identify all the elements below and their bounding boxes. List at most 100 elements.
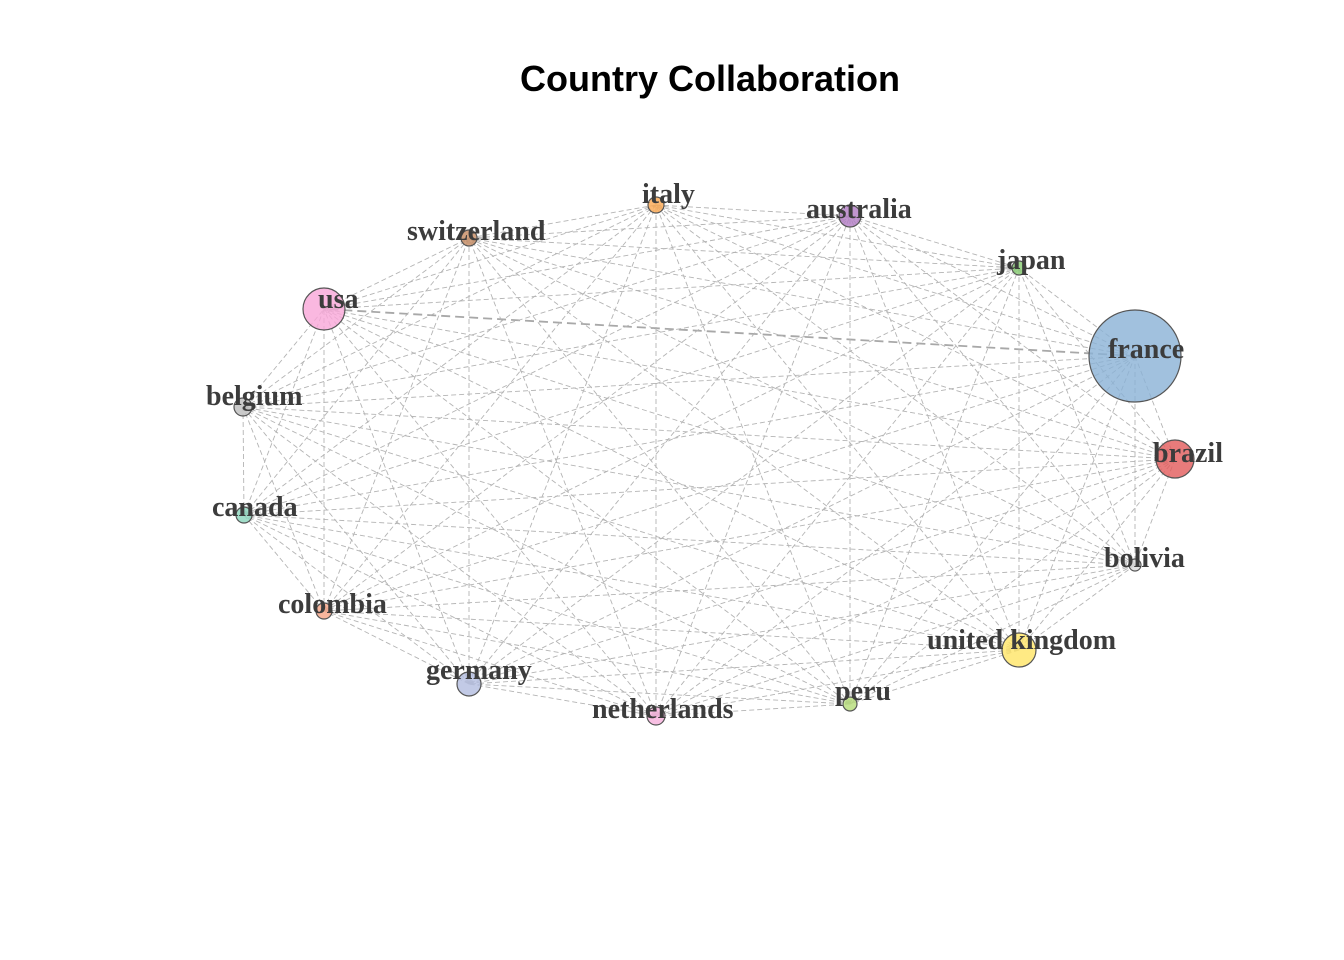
node-label-japan: japan	[996, 245, 1066, 276]
edge-united-kingdom-australia	[849, 215, 1020, 651]
edge-bolivia-colombia	[323, 564, 1136, 612]
edge-bolivia-belgium	[242, 406, 1136, 566]
edge-peru-usa	[323, 308, 851, 705]
edge-netherlands-colombia	[323, 610, 657, 717]
edge-germany-italy	[468, 204, 657, 685]
node-label-germany: germany	[426, 655, 532, 686]
edge-peru-switzerland	[468, 237, 851, 705]
node-label-united-kingdom: united kingdom	[927, 625, 1116, 656]
edge-france-australia	[849, 215, 1136, 357]
edge-brazil-peru	[849, 458, 1176, 705]
edge-australia-japan	[849, 215, 1020, 269]
edge-switzerland-japan	[468, 237, 1020, 269]
edge-colombia-canada	[243, 514, 325, 612]
edge-canada-italy	[243, 204, 657, 516]
node-label-switzerland: switzerland	[407, 216, 546, 247]
edge-canada-australia	[243, 215, 851, 516]
edge-united-kingdom-colombia	[323, 610, 1020, 651]
edge-colombia-italy	[323, 204, 657, 612]
node-peru	[842, 696, 858, 712]
node-label-bolivia: bolivia	[1104, 543, 1185, 574]
node-label-belgium: belgium	[206, 381, 302, 412]
edge-france-germany	[468, 355, 1136, 685]
edge-brazil-usa	[323, 308, 1176, 460]
edge-germany-australia	[468, 215, 851, 685]
node-brazil	[1155, 439, 1195, 479]
edge-belgium-switzerland	[242, 237, 470, 408]
edge-netherlands-belgium	[242, 406, 657, 717]
labels-layer: france brazil bolivia united kingdom peru net…	[206, 179, 1223, 725]
edge-bolivia-usa	[323, 308, 1136, 566]
edge-brazil-belgium	[242, 406, 1176, 460]
edge-germany-colombia	[323, 610, 470, 685]
edge-bolivia-peru	[849, 564, 1136, 705]
edge-brazil-netherlands	[655, 458, 1176, 717]
edge-usa-australia	[323, 215, 851, 310]
edge-united-kingdom-peru	[849, 649, 1020, 705]
edge-usa-switzerland	[323, 237, 470, 310]
node-label-france: france	[1108, 334, 1184, 365]
node-united-kingdom	[1001, 632, 1037, 668]
node-belgium	[233, 397, 253, 417]
edge-france-peru	[849, 355, 1136, 705]
edge-france-italy	[655, 204, 1136, 357]
edge-bolivia-italy	[655, 204, 1136, 566]
edge-france-canada	[243, 355, 1136, 516]
edge-peru-colombia	[323, 610, 851, 705]
chart-title: Country Collaboration	[520, 58, 900, 99]
node-colombia	[315, 602, 333, 620]
edge-netherlands-switzerland	[468, 237, 657, 717]
edge-france-united-kingdom	[1018, 355, 1136, 651]
edge-colombia-switzerland	[323, 237, 470, 612]
edge-belgium-japan	[242, 267, 1020, 408]
edge-peru-italy	[655, 204, 851, 705]
edge-bolivia-switzerland	[468, 237, 1136, 566]
node-switzerland	[460, 229, 478, 247]
node-label-netherlands: netherlands	[592, 694, 734, 725]
edge-bolivia-canada	[243, 514, 1136, 566]
edge-france-belgium	[242, 355, 1136, 408]
edge-united-kingdom-germany	[468, 649, 1020, 685]
edge-netherlands-japan	[655, 267, 1020, 717]
edge-colombia-australia	[323, 215, 851, 612]
edge-france-colombia	[323, 355, 1136, 612]
edge-brazil-germany	[468, 458, 1176, 685]
node-label-italy: italy	[642, 179, 695, 210]
edge-france-netherlands	[655, 355, 1136, 717]
node-label-peru: peru	[835, 676, 891, 707]
edge-usa-japan	[323, 267, 1020, 310]
edge-usa-italy	[323, 204, 657, 310]
node-netherlands	[646, 706, 666, 726]
edge-brazil-italy	[655, 204, 1176, 460]
edge-netherlands-australia	[655, 215, 851, 717]
edge-peru-netherlands	[655, 703, 851, 717]
edges-layer	[242, 204, 1176, 717]
edge-canada-switzerland	[243, 237, 470, 516]
edge-belgium-australia	[242, 215, 851, 408]
edge-colombia-belgium	[242, 406, 325, 612]
node-germany	[456, 671, 482, 697]
edge-peru-japan	[849, 267, 1020, 705]
edge-united-kingdom-switzerland	[468, 237, 1020, 651]
title-area: Country Collaboration	[0, 0, 1344, 120]
edge-united-kingdom-italy	[655, 204, 1020, 651]
node-label-usa: usa	[318, 284, 358, 315]
edge-france-usa	[323, 308, 1136, 357]
edge-italy-japan	[655, 204, 1020, 269]
edge-bolivia-netherlands	[655, 564, 1136, 717]
node-label-australia: australia	[806, 194, 912, 225]
edge-united-kingdom-canada	[243, 514, 1020, 651]
edge-united-kingdom-usa	[323, 308, 1020, 651]
edge-germany-canada	[243, 514, 470, 685]
edge-united-kingdom-netherlands	[655, 649, 1020, 717]
edge-brazil-australia	[849, 215, 1176, 460]
edge-germany-japan	[468, 267, 1020, 685]
edge-canada-japan	[243, 267, 1020, 516]
edge-colombia-japan	[323, 267, 1020, 612]
node-usa	[302, 287, 346, 331]
node-france	[1088, 309, 1182, 403]
edge-brazil-colombia	[323, 458, 1176, 612]
edge-brazil-united-kingdom	[1018, 458, 1176, 651]
